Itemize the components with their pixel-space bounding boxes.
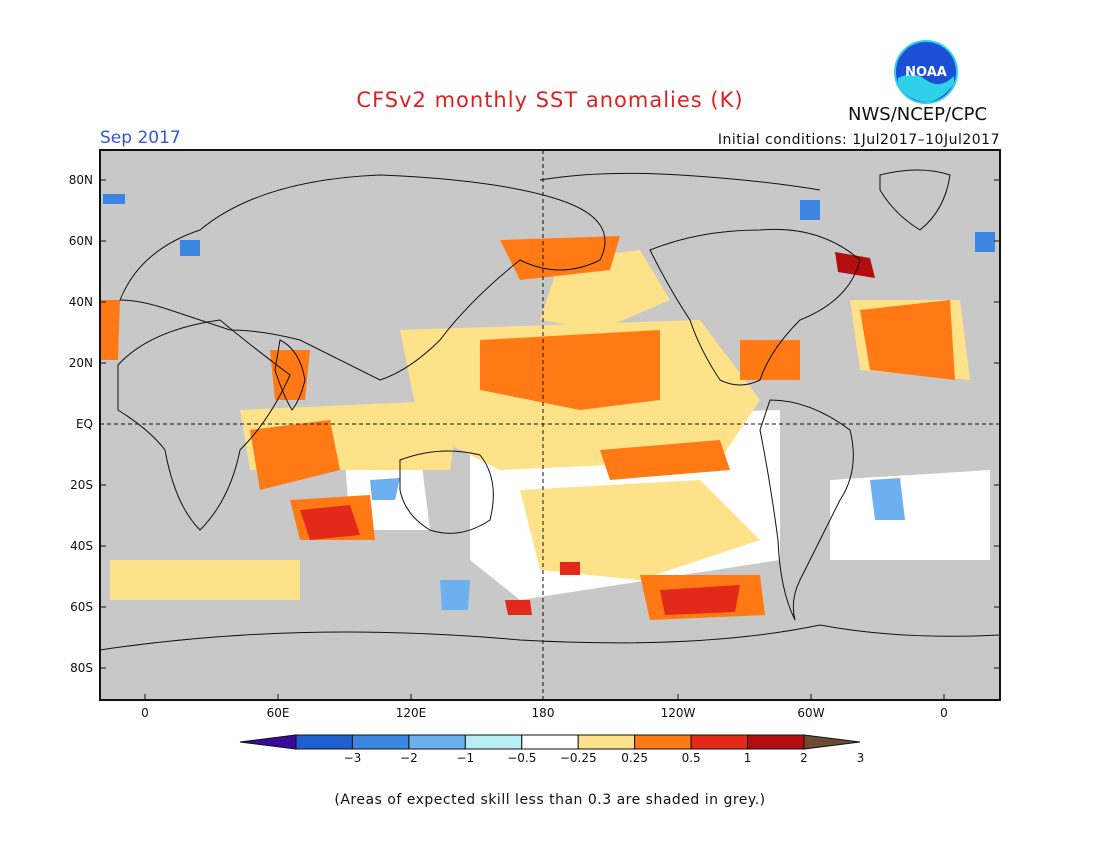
lon-label: 120E	[396, 706, 427, 720]
skill-mask-background	[100, 150, 1000, 700]
colorbar-label: 2	[800, 751, 808, 765]
colorbar-segment	[577, 734, 636, 750]
lat-label: 80S	[70, 661, 93, 675]
initial-conditions: Initial conditions: 1Jul2017–10Jul2017	[717, 132, 1000, 148]
colorbar-label: 0.25	[621, 751, 648, 765]
colorbar-label: 1	[744, 751, 752, 765]
colorbar-segment	[747, 734, 805, 750]
lat-label: 40S	[70, 539, 93, 553]
colorbar-label: −3	[344, 751, 362, 765]
lat-label: 20S	[70, 478, 93, 492]
colorbar-segment	[690, 734, 749, 750]
colorbar-label: 3	[857, 751, 865, 765]
colorbar-segment	[634, 734, 692, 750]
colorbar-label: −2	[400, 751, 418, 765]
noaa-logo: NOAA	[894, 40, 958, 104]
svg-text:NOAA: NOAA	[905, 65, 947, 80]
map-title: CFSv2 monthly SST anomalies (K)	[356, 88, 744, 112]
lon-label: 60E	[267, 706, 290, 720]
colorbar-arrow-low	[239, 734, 297, 750]
organization-label: NWS/NCEP/CPC	[848, 104, 988, 125]
lat-label: 60S	[70, 600, 93, 614]
lat-label: EQ	[76, 417, 93, 431]
colorbar-label: 0.5	[682, 751, 701, 765]
lon-label: 180	[532, 706, 555, 720]
lon-label: 0	[940, 706, 948, 720]
lat-label: 60N	[69, 234, 93, 248]
colorbar-segment	[408, 734, 466, 750]
latitude-axis: 80N 60N 40N 20N EQ 20S 40S 60S 80S	[69, 173, 1000, 675]
anomaly-field	[100, 194, 995, 620]
lat-label: 80N	[69, 173, 93, 187]
forecast-month: Sep 2017	[100, 128, 181, 148]
lon-label: 120W	[661, 706, 696, 720]
colorbar-segment	[464, 734, 523, 750]
longitude-axis: 0 60E 120E 180 120W 60W 0	[141, 694, 948, 720]
colorbar-label: −1	[456, 751, 474, 765]
map-frame	[99, 149, 1001, 701]
lon-label: 60W	[797, 706, 824, 720]
skill-caption: (Areas of expected skill less than 0.3 a…	[334, 792, 766, 808]
colorbar-segment	[521, 734, 579, 750]
colorbar-label: −0.5	[507, 751, 536, 765]
colorbar-segment	[351, 734, 410, 750]
coastlines	[99, 169, 1001, 651]
colorbar-arrow-high	[803, 734, 861, 750]
lon-label: 0	[141, 706, 149, 720]
lat-label: 20N	[69, 356, 93, 370]
colorbar-segment	[295, 734, 353, 750]
lat-label: 40N	[69, 295, 93, 309]
colorbar: −3 −2 −1 −0.5 −0.25 0.25 0.5 1 2 3	[239, 734, 865, 765]
colorbar-label: −0.25	[560, 751, 597, 765]
